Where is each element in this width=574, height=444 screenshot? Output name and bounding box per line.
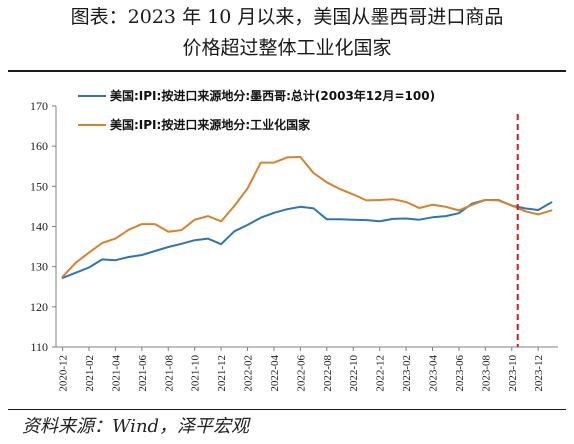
legend-label-1: 美国:IPI:按进口来源地分:墨西哥:总计(2003年12月=100) xyxy=(110,88,435,103)
x-tick-label: 2022-06 xyxy=(295,355,307,392)
x-tick-label: 2021-04 xyxy=(110,355,122,392)
x-tick-label: 2021-06 xyxy=(137,355,149,392)
y-tick-label: 140 xyxy=(30,220,48,234)
bottom-rule xyxy=(8,409,566,410)
x-tick-label: 2020-12 xyxy=(58,355,70,392)
series-line-2 xyxy=(61,156,553,278)
chart-title-line-1: 图表：2023 年 10 月以来，美国从墨西哥进口商品 xyxy=(70,6,504,28)
x-tick-label: 2023-02 xyxy=(401,355,413,392)
y-tick-label: 170 xyxy=(30,99,48,113)
x-tick-label: 2022-04 xyxy=(269,355,281,392)
x-tick-label: 2023-04 xyxy=(428,355,440,392)
y-tick-label: 110 xyxy=(30,340,48,354)
top-rule xyxy=(8,70,566,72)
y-tick-label: 130 xyxy=(30,260,48,274)
legend-label-2: 美国:IPI:按进口来源地分:工业化国家 xyxy=(110,117,311,132)
x-tick-label: 2022-10 xyxy=(348,355,360,392)
x-tick-label: 2021-08 xyxy=(163,355,175,392)
y-tick-label: 150 xyxy=(30,179,48,193)
chart-title-line-2: 价格超过整体工业化国家 xyxy=(182,37,392,59)
x-tick-label: 2023-08 xyxy=(480,355,492,392)
x-tick-label: 2023-12 xyxy=(533,355,545,392)
x-tick-label: 2021-10 xyxy=(190,355,202,392)
x-tick-label: 2021-12 xyxy=(216,355,228,392)
x-tick-label: 2021-02 xyxy=(84,355,96,392)
y-tick-label: 160 xyxy=(30,139,48,153)
x-tick-label: 2023-10 xyxy=(507,355,519,392)
x-tick-label: 2022-12 xyxy=(375,355,387,392)
x-tick-label: 2022-08 xyxy=(322,355,334,392)
x-tick-label: 2022-02 xyxy=(243,355,255,392)
source-note: 资料来源：Wind，泽平宏观 xyxy=(22,416,250,437)
x-tick-label: 2023-06 xyxy=(454,355,466,392)
line-chart: 110 120 130 140 150 160 170 2020-12 2021-02 2021-… xyxy=(30,88,558,392)
series-line-1 xyxy=(61,199,553,279)
y-tick-label: 120 xyxy=(30,300,48,314)
